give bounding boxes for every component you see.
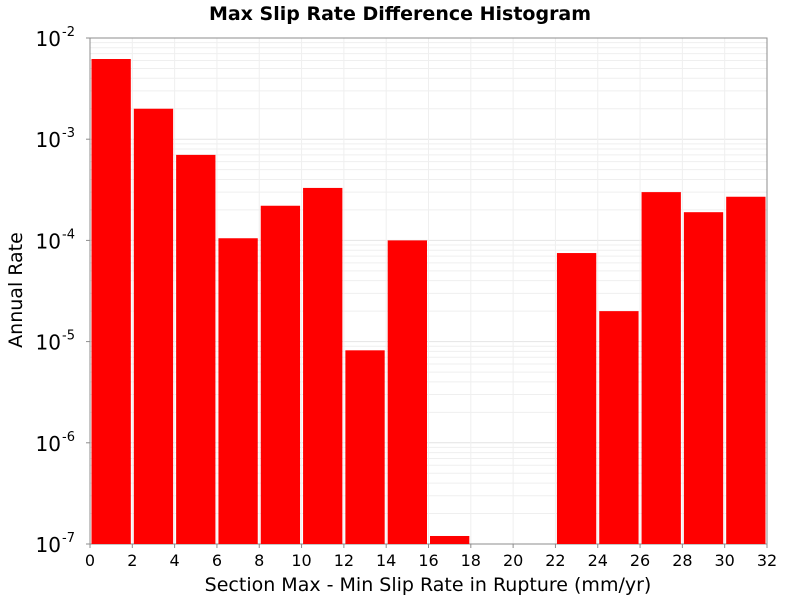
x-axis-label: Section Max - Min Slip Rate in Rupture (… [205, 574, 652, 596]
bar [683, 212, 724, 545]
y-tick-base: 10 [36, 432, 61, 456]
y-tick-label: 10 -7 [36, 531, 75, 557]
bar [599, 311, 639, 544]
y-axis: 10-710-610-510-410-310-2 [36, 25, 90, 557]
y-tick-exponent: -6 [62, 430, 75, 445]
bar [260, 205, 301, 544]
chart-title: Max Slip Rate Difference Histogram [209, 3, 591, 25]
y-tick-base: 10 [36, 27, 61, 51]
x-tick-label: 8 [254, 551, 264, 570]
y-tick-exponent: -3 [62, 126, 75, 141]
x-tick-label: 6 [212, 551, 222, 570]
x-tick-label: 14 [376, 551, 396, 570]
y-tick-exponent: -4 [62, 227, 75, 242]
x-tick-label: 0 [85, 551, 95, 570]
bar [218, 238, 258, 544]
y-tick-base: 10 [36, 229, 61, 253]
y-tick-base: 10 [36, 331, 61, 355]
x-tick-label: 18 [461, 551, 481, 570]
x-tick-label: 20 [503, 551, 523, 570]
bar [556, 253, 597, 544]
y-tick-exponent: -7 [62, 531, 75, 546]
y-tick-exponent: -2 [62, 25, 75, 40]
bar [387, 240, 427, 544]
x-tick-label: 16 [418, 551, 438, 570]
y-tick-base: 10 [36, 533, 61, 557]
bar [726, 196, 766, 545]
y-axis-label: Annual Rate [5, 232, 27, 348]
bars [91, 59, 766, 545]
bar [430, 535, 470, 544]
bar [176, 154, 216, 544]
x-tick-label: 2 [127, 551, 137, 570]
x-tick-label: 24 [588, 551, 608, 570]
y-tick-label: 10 -3 [36, 126, 75, 152]
y-tick-label: 10 -6 [36, 430, 75, 456]
x-axis: 0 2 4 6 8 10 12 14 16 18 20 22 24 26 28 30 32 [85, 544, 777, 570]
y-tick-base: 10 [36, 128, 61, 152]
bar [91, 59, 131, 545]
x-tick-label: 12 [334, 551, 354, 570]
bar [641, 192, 681, 544]
x-tick-label: 10 [291, 551, 311, 570]
x-tick-label: 32 [757, 551, 777, 570]
y-tick-label: 10 -2 [36, 25, 75, 51]
bar [303, 187, 343, 544]
bar [133, 108, 174, 544]
x-tick-label: 26 [630, 551, 650, 570]
x-tick-label: 30 [715, 551, 735, 570]
y-tick-label: 10 -5 [36, 329, 75, 355]
x-tick-label: 4 [170, 551, 180, 570]
y-tick-label: 10 -4 [36, 227, 75, 253]
bar [345, 350, 385, 544]
x-tick-label: 22 [545, 551, 565, 570]
x-tick-label: 28 [672, 551, 692, 570]
y-tick-exponent: -5 [62, 329, 75, 344]
